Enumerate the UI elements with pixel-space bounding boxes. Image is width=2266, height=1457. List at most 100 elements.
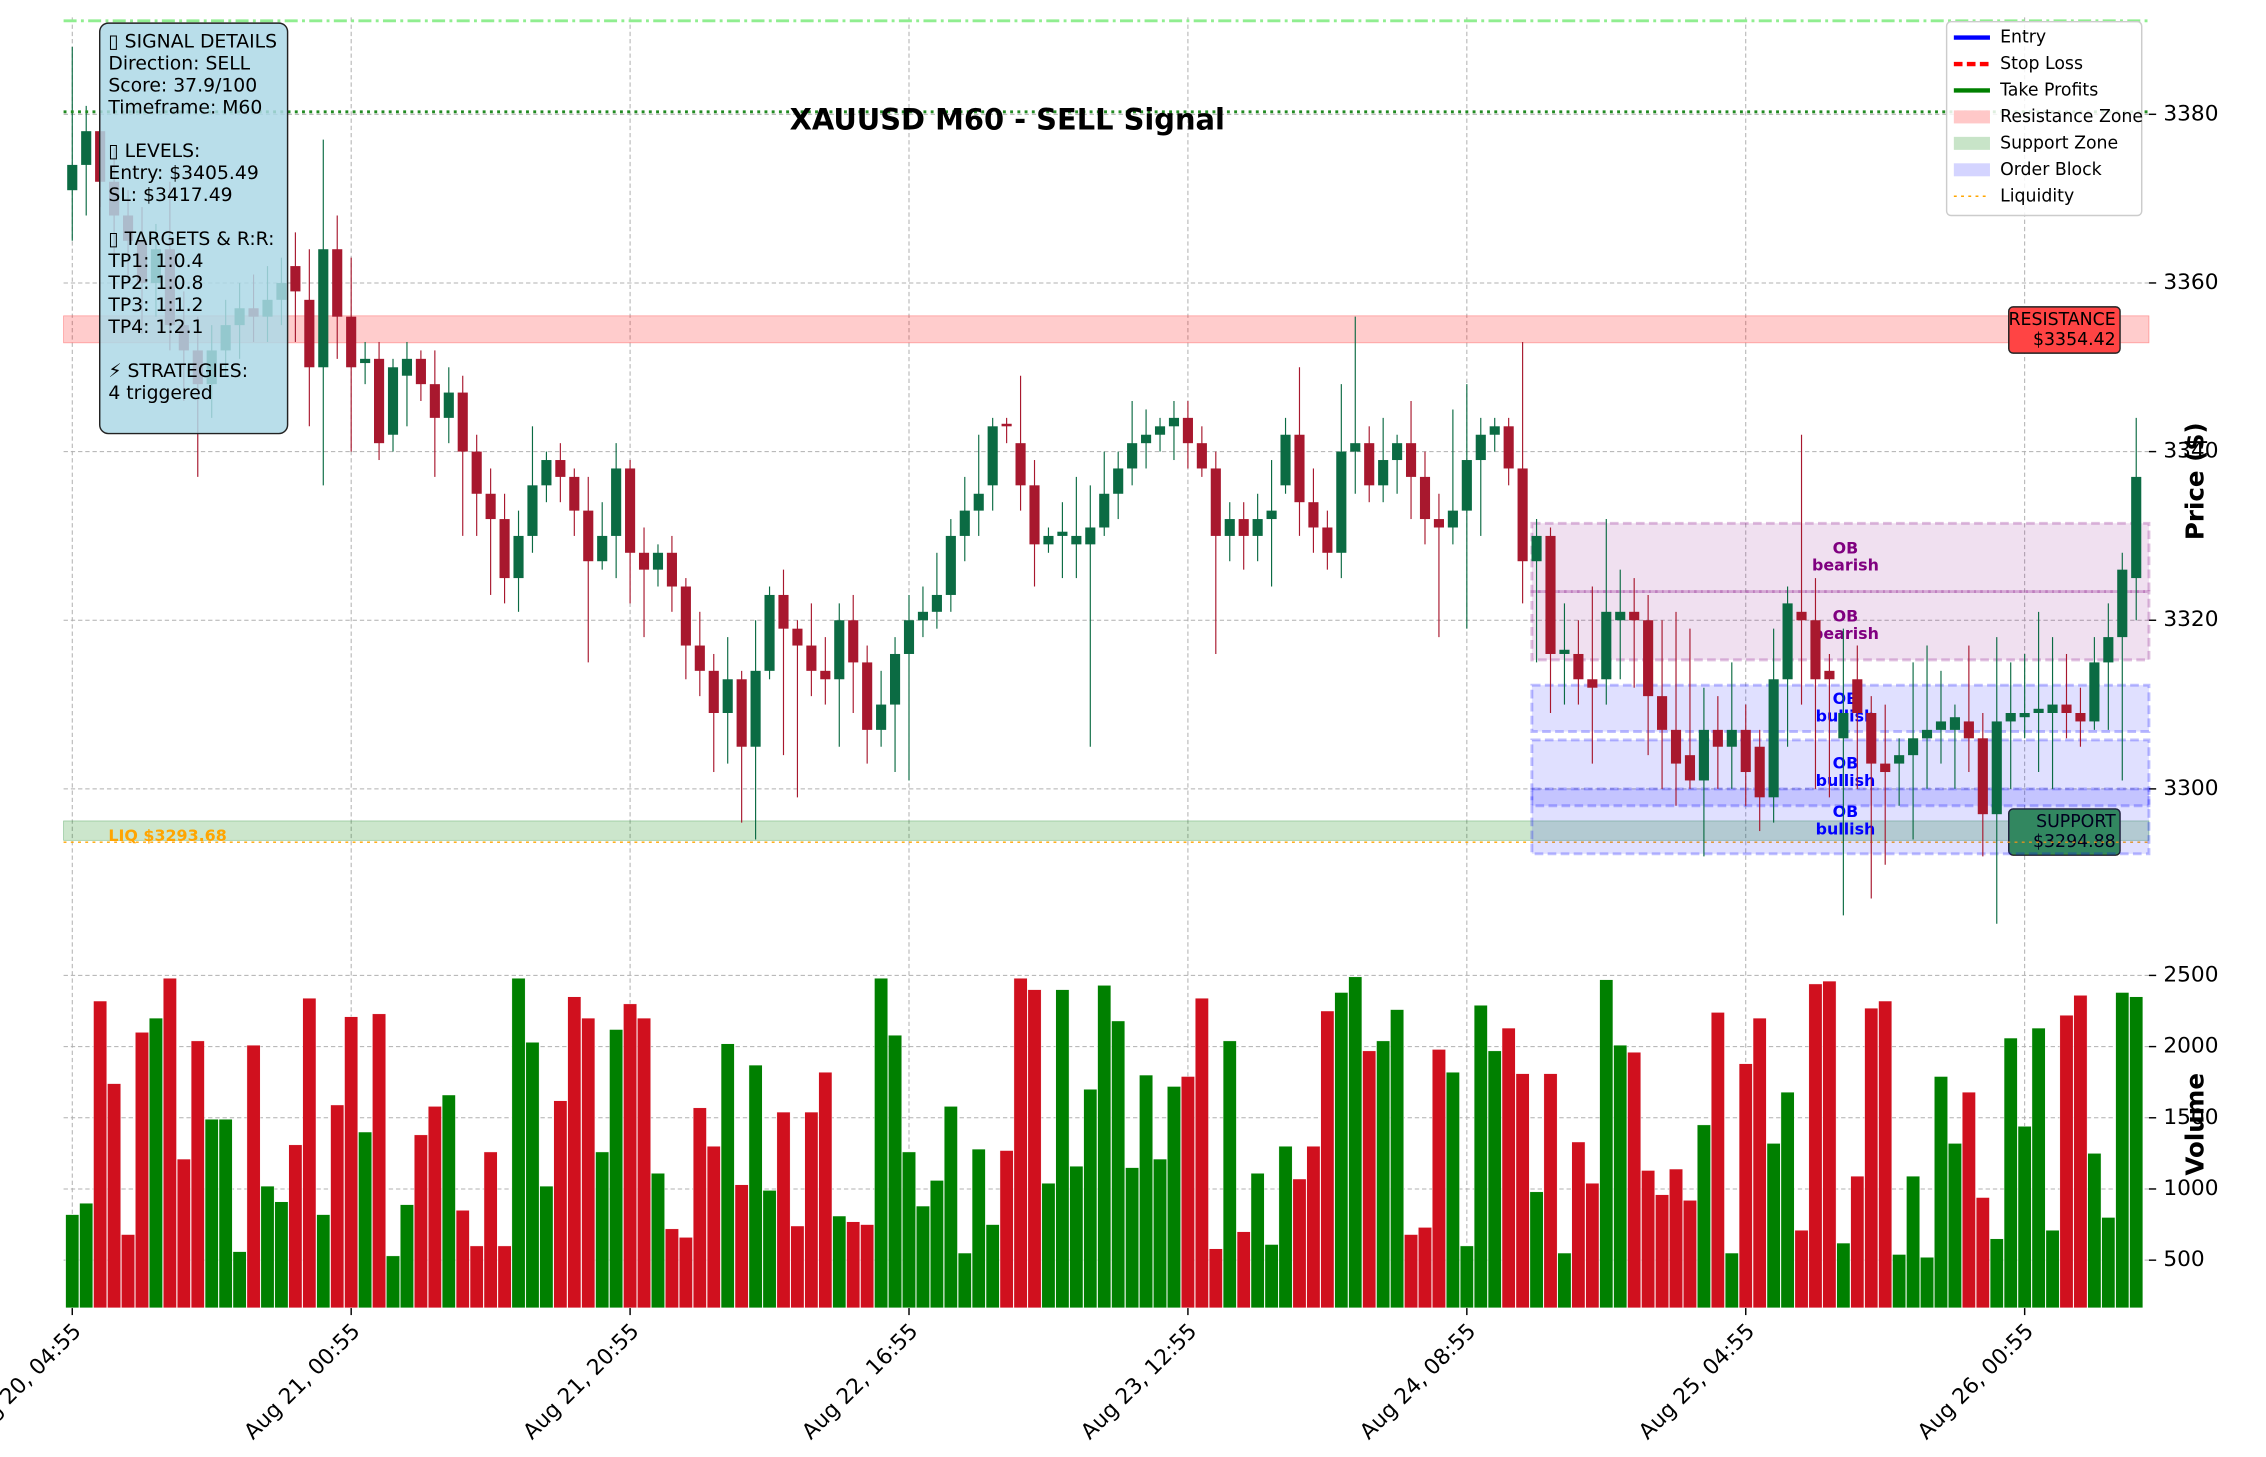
volume-bar: [804, 1111, 819, 1309]
liquidity-label: LIQ $3293.68: [108, 826, 226, 845]
volume-bar: [1752, 1017, 1767, 1309]
volume-bar: [93, 1000, 108, 1309]
volume-bar: [1376, 1040, 1391, 1309]
volume-bar: [1250, 1173, 1265, 1309]
legend-swatch: [1953, 110, 1990, 124]
resistance-label-box: [2008, 306, 2121, 354]
signal-heading: ⚡ STRATEGIES:: [108, 361, 248, 382]
candle-body: [527, 485, 538, 536]
candle-body: [1503, 426, 1514, 469]
volume-bar: [274, 1201, 289, 1309]
support-label: SUPPORT: [2036, 812, 2116, 832]
candle-body: [778, 594, 789, 629]
volume-bar: [302, 997, 317, 1309]
volume-bar: [1055, 989, 1070, 1309]
candle-body: [1559, 649, 1570, 654]
candle-body: [1447, 510, 1458, 528]
y-tick-label: 3300: [2163, 776, 2218, 801]
candle-body: [360, 358, 371, 364]
signal-line: TP1: 1:0.4: [107, 251, 203, 272]
legend-label: Order Block: [2000, 160, 2102, 180]
volume-bar: [79, 1202, 94, 1309]
volume-tick-label: 500: [2163, 1247, 2204, 1272]
volume-bar: [692, 1107, 707, 1309]
volume-bar: [1697, 1124, 1711, 1309]
legend-box: [1945, 20, 2143, 217]
volume-bar: [316, 1214, 331, 1309]
candle-body: [1894, 755, 1905, 764]
signal-heading: ▯ TARGETS & R:R:: [108, 229, 274, 250]
volume-bar: [1097, 985, 1112, 1309]
volume-tick-label: 1500: [2163, 1105, 2218, 1130]
volume-bar: [888, 1034, 902, 1309]
volume-bar: [902, 1151, 916, 1309]
candle-body: [1071, 535, 1082, 545]
candle-body: [513, 535, 524, 579]
volume-bar: [1822, 980, 1837, 1309]
volume-bar: [107, 1083, 121, 1309]
candle-body: [1280, 434, 1291, 486]
candle-body: [1099, 493, 1110, 528]
candle-body: [332, 249, 343, 317]
candle-body: [931, 594, 942, 612]
volume-bar: [832, 1215, 847, 1309]
volume-bar: [1222, 1040, 1237, 1309]
candle-body: [1754, 746, 1765, 798]
candle-body: [1726, 729, 1737, 747]
candle-body: [1266, 510, 1277, 520]
candle-body: [2117, 569, 2128, 638]
candle-body: [834, 620, 845, 680]
volume-bar: [706, 1146, 721, 1309]
candle-body: [67, 164, 78, 191]
legend-swatch: [1953, 163, 1990, 177]
volume-bar: [1780, 1091, 1795, 1309]
candle-body: [1168, 417, 1180, 427]
candle-body: [917, 611, 929, 621]
volume-bar: [2017, 1126, 2032, 1309]
volume-bar: [1529, 1191, 1544, 1309]
volume-bar: [232, 1251, 247, 1309]
volume-bar: [734, 1184, 749, 1309]
volume-bar: [455, 1210, 470, 1309]
volume-bar: [65, 1214, 80, 1309]
volume-bar: [1041, 1183, 1056, 1309]
volume-bar: [1864, 1007, 1879, 1309]
legend-label: Entry: [2000, 28, 2046, 48]
candle-body: [652, 552, 664, 570]
volume-bar: [1557, 1252, 1572, 1309]
volume-tick-label: 2000: [2163, 1034, 2218, 1059]
candle-body: [81, 131, 92, 165]
volume-bar: [427, 1106, 442, 1309]
volume-bar: [1878, 1000, 1893, 1309]
signal-line: Score: 37.9/100: [108, 75, 257, 96]
candle-body: [374, 358, 385, 444]
candle-body: [708, 670, 719, 714]
order-block-label: bullish: [1816, 771, 1876, 790]
candle-body: [625, 468, 636, 553]
candle-body: [485, 493, 496, 520]
resistance-zone: [63, 315, 2150, 344]
candle-body: [1057, 531, 1068, 536]
volume-bar: [511, 978, 526, 1309]
volume-bar: [2031, 1027, 2046, 1309]
volume-bar: [1111, 1020, 1126, 1309]
volume-bar: [2045, 1230, 2060, 1309]
candle-body: [611, 468, 622, 536]
candle-body: [1657, 696, 1668, 730]
volume-axis-label: Volume: [2181, 1073, 2210, 1176]
volume-bar: [762, 1190, 777, 1309]
support-label-box: [2008, 808, 2121, 856]
volume-bar: [190, 1040, 205, 1309]
volume-bar: [121, 1234, 135, 1309]
candle-body: [597, 535, 608, 562]
volume-bar: [2087, 1153, 2102, 1309]
signal-box-bg: [98, 22, 289, 435]
volume-bar: [595, 1151, 610, 1309]
volume-bar: [344, 1016, 359, 1309]
volume-bar: [623, 1003, 637, 1309]
candle-body: [1977, 738, 1988, 815]
volume-bar: [204, 1118, 219, 1309]
candle-body: [1712, 729, 1723, 747]
volume-bar: [1934, 1076, 1948, 1309]
candle-body: [1029, 485, 1040, 545]
